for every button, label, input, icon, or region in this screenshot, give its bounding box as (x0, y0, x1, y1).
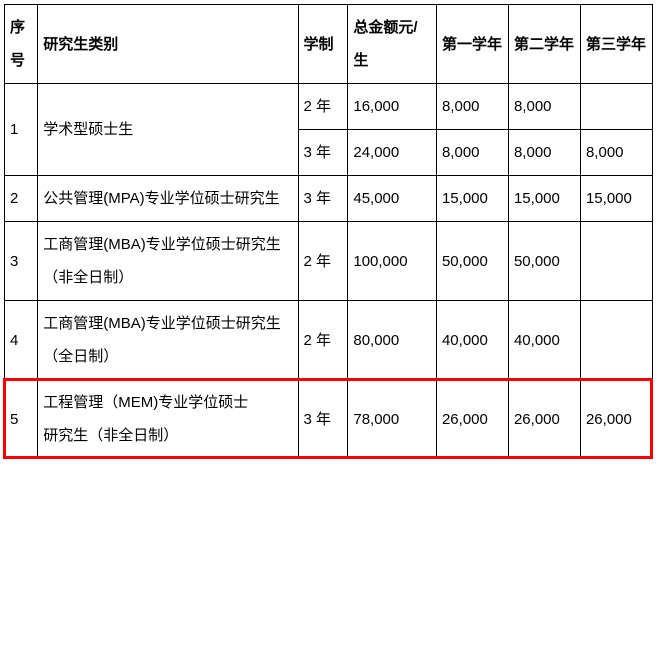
cell-seq: 2 (5, 176, 38, 222)
cell-total: 78,000 (348, 380, 437, 459)
header-category: 研究生类别 (38, 5, 298, 84)
cell-total: 100,000 (348, 222, 437, 301)
header-year3: 第三学年 (580, 5, 652, 84)
cell-year2: 26,000 (508, 380, 580, 459)
table-wrapper: 序号 研究生类别 学制 总金额元/生 第一学年 第二学年 第三学年 1学术型硕士… (4, 4, 653, 459)
table-row: 1学术型硕士生2 年16,0008,0008,000 (5, 84, 653, 130)
cell-year1: 50,000 (436, 222, 508, 301)
tuition-table: 序号 研究生类别 学制 总金额元/生 第一学年 第二学年 第三学年 1学术型硕士… (4, 4, 653, 459)
cell-year1: 15,000 (436, 176, 508, 222)
cell-year3 (580, 84, 652, 130)
cell-category: 工商管理(MBA)专业学位硕士研究生（全日制） (38, 301, 298, 380)
cell-seq: 3 (5, 222, 38, 301)
cell-year3 (580, 222, 652, 301)
cell-year2: 15,000 (508, 176, 580, 222)
cell-seq: 5 (5, 380, 38, 459)
cell-duration: 3 年 (298, 176, 348, 222)
cell-year2: 8,000 (508, 84, 580, 130)
cell-total: 16,000 (348, 84, 437, 130)
cell-year1: 8,000 (436, 130, 508, 176)
cell-year3: 15,000 (580, 176, 652, 222)
cell-total: 45,000 (348, 176, 437, 222)
table-row: 2公共管理(MPA)专业学位硕士研究生3 年45,00015,00015,000… (5, 176, 653, 222)
table-row: 5工程管理（MEM)专业学位硕士 研究生（非全日制）3 年78,00026,00… (5, 380, 653, 459)
cell-total: 80,000 (348, 301, 437, 380)
cell-category: 工商管理(MBA)专业学位硕士研究生（非全日制） (38, 222, 298, 301)
cell-year1: 26,000 (436, 380, 508, 459)
header-seq: 序号 (5, 5, 38, 84)
header-duration: 学制 (298, 5, 348, 84)
cell-duration: 2 年 (298, 84, 348, 130)
cell-duration: 3 年 (298, 130, 348, 176)
cell-year1: 8,000 (436, 84, 508, 130)
cell-year3 (580, 301, 652, 380)
cell-year1: 40,000 (436, 301, 508, 380)
cell-category: 公共管理(MPA)专业学位硕士研究生 (38, 176, 298, 222)
cell-seq: 1 (5, 84, 38, 176)
header-row: 序号 研究生类别 学制 总金额元/生 第一学年 第二学年 第三学年 (5, 5, 653, 84)
table-row: 3工商管理(MBA)专业学位硕士研究生（非全日制）2 年100,00050,00… (5, 222, 653, 301)
cell-year3: 8,000 (580, 130, 652, 176)
cell-year3: 26,000 (580, 380, 652, 459)
table-body: 1学术型硕士生2 年16,0008,0008,0003 年24,0008,000… (5, 84, 653, 459)
cell-seq: 4 (5, 301, 38, 380)
header-year1: 第一学年 (436, 5, 508, 84)
cell-year2: 8,000 (508, 130, 580, 176)
cell-duration: 3 年 (298, 380, 348, 459)
header-total: 总金额元/生 (348, 5, 437, 84)
header-year2: 第二学年 (508, 5, 580, 84)
cell-year2: 50,000 (508, 222, 580, 301)
cell-year2: 40,000 (508, 301, 580, 380)
table-row: 4工商管理(MBA)专业学位硕士研究生（全日制）2 年80,00040,0004… (5, 301, 653, 380)
cell-total: 24,000 (348, 130, 437, 176)
cell-category: 工程管理（MEM)专业学位硕士 研究生（非全日制） (38, 380, 298, 459)
cell-category: 学术型硕士生 (38, 84, 298, 176)
cell-duration: 2 年 (298, 301, 348, 380)
cell-duration: 2 年 (298, 222, 348, 301)
